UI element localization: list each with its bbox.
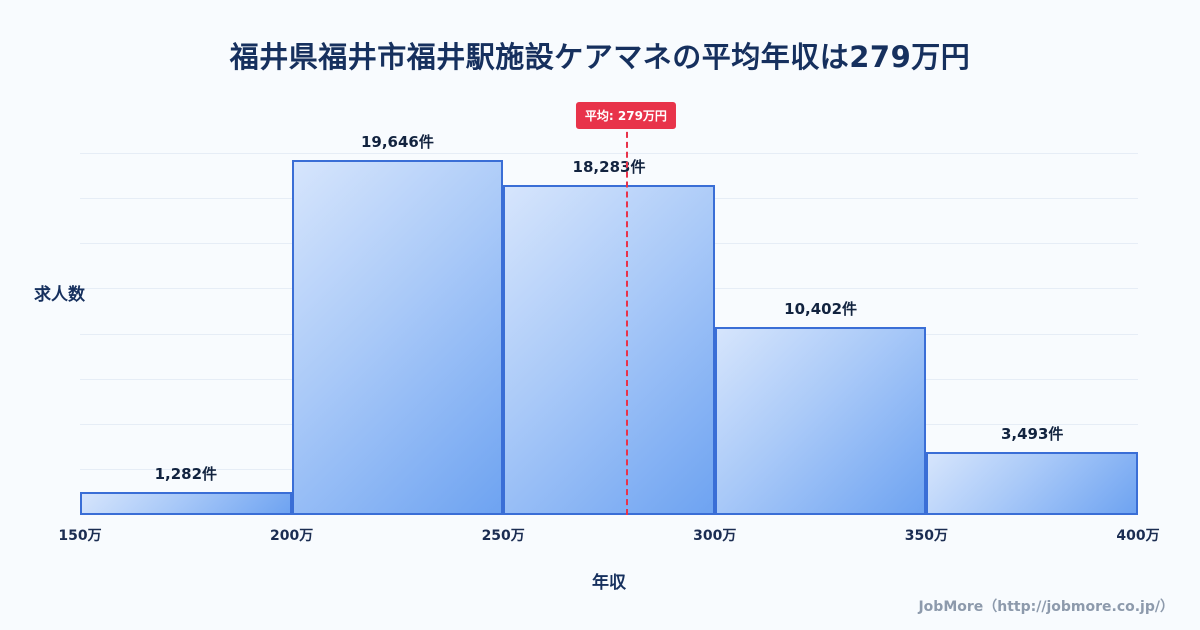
- footer-credit: JobMore（http://jobmore.co.jp/）: [918, 599, 1174, 615]
- plot-area: 1,282件 19,646件 18,283件 10,402件 3,493件 150万 200…: [58, 100, 1160, 544]
- histogram-bar: [291, 160, 504, 515]
- x-tick-label: 400万: [1116, 528, 1160, 544]
- page-title: 福井県福井市福井駅施設ケアマネの平均年収は279万円: [229, 40, 971, 74]
- x-tick-label: 350万: [904, 528, 949, 544]
- bar-value-label: 18,283件: [572, 158, 646, 176]
- gridline: [80, 153, 1138, 154]
- histogram-bar: [926, 451, 1138, 515]
- bar-value-label: 1,282件: [154, 464, 218, 483]
- x-tick-label: 300万: [693, 528, 737, 544]
- average-line: [625, 122, 628, 515]
- bar-value-label: 3,493件: [1000, 424, 1064, 443]
- histogram-bar: [714, 327, 927, 515]
- bar-value-label: 10,402件: [784, 300, 858, 319]
- x-axis-label: 年収: [592, 573, 626, 593]
- average-badge: 平均: 279万円: [575, 102, 676, 129]
- y-axis-label: 求人数: [34, 285, 85, 305]
- bar-value-label: 19,646件: [360, 133, 434, 152]
- x-tick-label: 250万: [481, 528, 525, 544]
- x-tick-label: 150万: [58, 528, 102, 544]
- histogram-bar: [80, 491, 292, 515]
- x-tick-label: 200万: [269, 528, 314, 544]
- histogram-bar: [503, 185, 715, 515]
